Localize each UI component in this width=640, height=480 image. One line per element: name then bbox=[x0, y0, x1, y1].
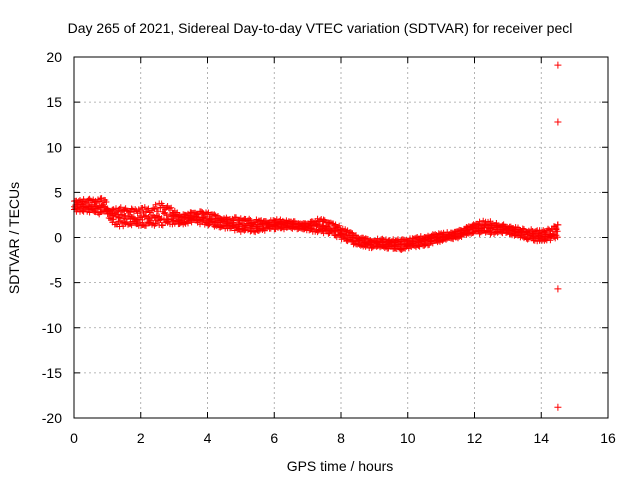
y-tick-label: 5 bbox=[54, 184, 62, 200]
data-point bbox=[152, 201, 159, 208]
x-tick-label: 10 bbox=[400, 430, 416, 446]
data-point bbox=[101, 203, 107, 210]
x-tick-label: 4 bbox=[204, 430, 212, 446]
data-point bbox=[103, 199, 110, 205]
outlier-point bbox=[554, 118, 562, 126]
data-point bbox=[554, 228, 561, 235]
x-tick-label: 16 bbox=[600, 430, 616, 446]
outlier-point bbox=[554, 403, 562, 411]
outlier-point bbox=[554, 285, 562, 293]
data-point bbox=[185, 220, 191, 227]
data-point bbox=[86, 209, 93, 216]
y-axis-label: SDTVAR / TECUs bbox=[6, 182, 22, 294]
data-point bbox=[96, 198, 103, 205]
y-tick-label: -20 bbox=[42, 410, 62, 426]
data-point bbox=[211, 211, 218, 218]
data-point bbox=[554, 234, 561, 241]
x-tick-label: 6 bbox=[270, 430, 278, 446]
y-tick-label: 20 bbox=[46, 49, 62, 65]
data-point bbox=[320, 216, 327, 223]
y-tick-label: 15 bbox=[46, 94, 62, 110]
axis-ticks: 0 2 4 6 8 10 12 14 16 -20 -15 -10 -5 0 5 10 15 20 bbox=[42, 49, 616, 446]
x-tick-label: 8 bbox=[337, 430, 345, 446]
data-point bbox=[159, 222, 166, 229]
y-tick-label: -5 bbox=[50, 275, 63, 291]
y-tick-label: -10 bbox=[42, 320, 62, 336]
data-point bbox=[426, 241, 433, 248]
data-point bbox=[163, 212, 170, 219]
data-point bbox=[519, 225, 526, 232]
data-point bbox=[168, 204, 175, 211]
data-points bbox=[71, 61, 562, 411]
data-point bbox=[128, 222, 135, 229]
data-point bbox=[261, 227, 268, 234]
data-point bbox=[547, 237, 554, 244]
y-tick-label: -15 bbox=[42, 365, 62, 381]
outlier-point bbox=[554, 221, 562, 229]
y-tick-label: 10 bbox=[46, 139, 62, 155]
data-point bbox=[246, 215, 253, 222]
outlier-point bbox=[554, 61, 562, 69]
data-point bbox=[153, 205, 160, 212]
data-point bbox=[117, 204, 124, 211]
x-axis-label: GPS time / hours bbox=[287, 458, 394, 474]
x-tick-label: 12 bbox=[467, 430, 483, 446]
data-point bbox=[336, 222, 343, 229]
data-point bbox=[476, 218, 483, 225]
data-point bbox=[128, 205, 135, 212]
x-tick-label: 14 bbox=[533, 430, 549, 446]
x-tick-label: 0 bbox=[70, 430, 78, 446]
x-tick-label: 2 bbox=[137, 430, 145, 446]
data-point bbox=[139, 216, 146, 223]
data-point bbox=[123, 216, 130, 223]
y-tick-label: 0 bbox=[54, 230, 62, 246]
chart-title: Day 265 of 2021, Sidereal Day-to-day VTE… bbox=[68, 20, 573, 36]
data-point bbox=[120, 223, 127, 230]
data-point bbox=[143, 222, 149, 229]
